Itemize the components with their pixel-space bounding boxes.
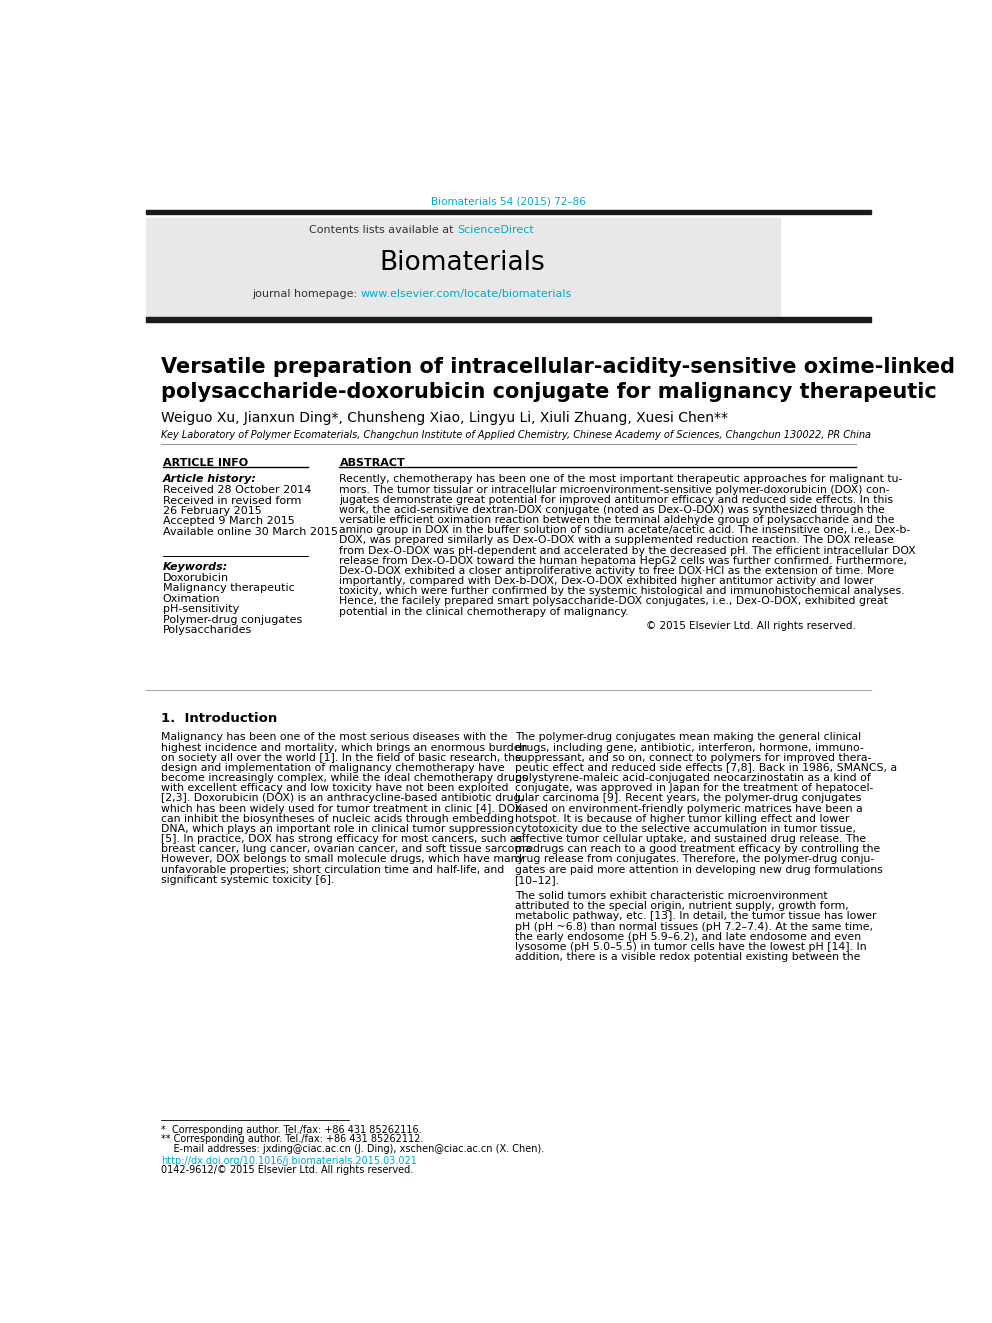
Bar <box>146 210 871 214</box>
Text: pH (pH ~6.8) than normal tissues (pH 7.2–7.4). At the same time,: pH (pH ~6.8) than normal tissues (pH 7.2… <box>515 922 873 931</box>
Text: © 2015 Elsevier Ltd. All rights reserved.: © 2015 Elsevier Ltd. All rights reserved… <box>646 622 855 631</box>
Text: amino group in DOX in the buffer solution of sodium acetate/acetic acid. The ins: amino group in DOX in the buffer solutio… <box>339 525 911 536</box>
Text: Malignancy has been one of the most serious diseases with the: Malignancy has been one of the most seri… <box>161 733 508 742</box>
Text: Key Laboratory of Polymer Ecomaterials, Changchun Institute of Applied Chemistry: Key Laboratory of Polymer Ecomaterials, … <box>161 430 871 439</box>
Text: Accepted 9 March 2015: Accepted 9 March 2015 <box>163 516 295 527</box>
Text: based on environment-friendly polymeric matrices have been a: based on environment-friendly polymeric … <box>515 803 862 814</box>
Text: from Dex-O-DOX was pH-dependent and accelerated by the decreased pH. The efficie: from Dex-O-DOX was pH-dependent and acce… <box>339 545 917 556</box>
Text: [5]. In practice, DOX has strong efficacy for most cancers, such as: [5]. In practice, DOX has strong efficac… <box>161 833 523 844</box>
Text: 26 February 2015: 26 February 2015 <box>163 505 262 516</box>
Text: importantly, compared with Dex-b-DOX, Dex-O-DOX exhibited higher antitumor activ: importantly, compared with Dex-b-DOX, De… <box>339 576 874 586</box>
Text: E-mail addresses: jxding@ciac.ac.cn (J. Ding), xschen@ciac.ac.cn (X. Chen).: E-mail addresses: jxding@ciac.ac.cn (J. … <box>161 1143 545 1154</box>
Text: Malignancy therapeutic: Malignancy therapeutic <box>163 583 295 594</box>
Text: *  Corresponding author. Tel./fax: +86 431 85262116.: * Corresponding author. Tel./fax: +86 43… <box>161 1125 422 1135</box>
Text: metabolic pathway, etc. [13]. In detail, the tumor tissue has lower: metabolic pathway, etc. [13]. In detail,… <box>515 912 876 921</box>
Text: pH-sensitivity: pH-sensitivity <box>163 605 239 614</box>
Text: Article history:: Article history: <box>163 475 257 484</box>
Text: with excellent efficacy and low toxicity have not been exploited: with excellent efficacy and low toxicity… <box>161 783 509 794</box>
Text: ScienceDirect: ScienceDirect <box>457 225 534 234</box>
Text: drug release from conjugates. Therefore, the polymer-drug conju-: drug release from conjugates. Therefore,… <box>515 855 874 864</box>
Text: Biomaterials 54 (2015) 72–86: Biomaterials 54 (2015) 72–86 <box>431 196 586 206</box>
Text: potential in the clinical chemotherapy of malignancy.: potential in the clinical chemotherapy o… <box>339 606 629 617</box>
Text: ARTICLE INFO: ARTICLE INFO <box>163 458 248 467</box>
Text: hotspot. It is because of higher tumor killing effect and lower: hotspot. It is because of higher tumor k… <box>515 814 849 824</box>
Text: release from Dex-O-DOX toward the human hepatoma HepG2 cells was further confirm: release from Dex-O-DOX toward the human … <box>339 556 908 566</box>
Text: mors. The tumor tissular or intracellular microenvironment-sensitive polymer-dox: mors. The tumor tissular or intracellula… <box>339 484 890 495</box>
Text: the early endosome (pH 5.9–6.2), and late endosome and even: the early endosome (pH 5.9–6.2), and lat… <box>515 931 861 942</box>
Text: suppressant, and so on, connect to polymers for improved thera-: suppressant, and so on, connect to polym… <box>515 753 871 763</box>
Text: Doxorubicin: Doxorubicin <box>163 573 229 583</box>
Text: However, DOX belongs to small molecule drugs, which have many: However, DOX belongs to small molecule d… <box>161 855 524 864</box>
Text: lysosome (pH 5.0–5.5) in tumor cells have the lowest pH [14]. In: lysosome (pH 5.0–5.5) in tumor cells hav… <box>515 942 866 951</box>
Text: attributed to the special origin, nutrient supply, growth form,: attributed to the special origin, nutrie… <box>515 901 848 912</box>
Bar <box>146 218 780 319</box>
Text: conjugate, was approved in Japan for the treatment of hepatocel-: conjugate, was approved in Japan for the… <box>515 783 873 794</box>
Text: prodrugs can reach to a good treatment efficacy by controlling the: prodrugs can reach to a good treatment e… <box>515 844 880 855</box>
Text: Polysaccharides: Polysaccharides <box>163 624 252 635</box>
Text: work, the acid-sensitive dextran-DOX conjugate (noted as Dex-O-DOX) was synthesi: work, the acid-sensitive dextran-DOX con… <box>339 505 885 515</box>
Text: Contents lists available at: Contents lists available at <box>310 225 457 234</box>
Text: gates are paid more attention in developing new drug formulations: gates are paid more attention in develop… <box>515 864 882 875</box>
Text: Received in revised form: Received in revised form <box>163 496 302 505</box>
Text: effective tumor cellular uptake, and sustained drug release. The: effective tumor cellular uptake, and sus… <box>515 833 866 844</box>
Bar <box>146 316 871 321</box>
Text: design and implementation of malignancy chemotherapy have: design and implementation of malignancy … <box>161 763 505 773</box>
Text: [2,3]. Doxorubicin (DOX) is an anthracycline-based antibiotic drug,: [2,3]. Doxorubicin (DOX) is an anthracyc… <box>161 794 524 803</box>
Text: significant systemic toxicity [6].: significant systemic toxicity [6]. <box>161 875 334 885</box>
Text: Keywords:: Keywords: <box>163 562 228 573</box>
Text: drugs, including gene, antibiotic, interferon, hormone, immuno-: drugs, including gene, antibiotic, inter… <box>515 742 863 753</box>
Text: polystyrene-maleic acid-conjugated neocarzinostatin as a kind of: polystyrene-maleic acid-conjugated neoca… <box>515 773 870 783</box>
Text: Versatile preparation of intracellular-acidity-sensitive oxime-linked
polysaccha: Versatile preparation of intracellular-a… <box>161 357 955 402</box>
Text: jugates demonstrate great potential for improved antitumor efficacy and reduced : jugates demonstrate great potential for … <box>339 495 894 505</box>
Text: [10–12].: [10–12]. <box>515 875 559 885</box>
Text: versatile efficient oximation reaction between the terminal aldehyde group of po: versatile efficient oximation reaction b… <box>339 515 895 525</box>
Text: become increasingly complex, while the ideal chemotherapy drugs: become increasingly complex, while the i… <box>161 773 528 783</box>
Text: ** Corresponding author. Tel./fax: +86 431 85262112.: ** Corresponding author. Tel./fax: +86 4… <box>161 1134 424 1144</box>
Text: Oximation: Oximation <box>163 594 220 603</box>
Text: DOX, was prepared similarly as Dex-O-DOX with a supplemented reduction reaction.: DOX, was prepared similarly as Dex-O-DOX… <box>339 536 894 545</box>
Text: addition, there is a visible redox potential existing between the: addition, there is a visible redox poten… <box>515 953 860 962</box>
Text: The solid tumors exhibit characteristic microenvironment: The solid tumors exhibit characteristic … <box>515 890 827 901</box>
Text: unfavorable properties; short circulation time and half-life, and: unfavorable properties; short circulatio… <box>161 864 505 875</box>
Text: toxicity, which were further confirmed by the systemic histological and immunohi: toxicity, which were further confirmed b… <box>339 586 905 597</box>
Text: Biomaterials: Biomaterials <box>380 250 546 275</box>
Text: ABSTRACT: ABSTRACT <box>339 458 405 467</box>
Text: journal homepage:: journal homepage: <box>252 288 360 299</box>
Text: breast cancer, lung cancer, ovarian cancer, and soft tissue sarcoma.: breast cancer, lung cancer, ovarian canc… <box>161 844 536 855</box>
Text: http://dx.doi.org/10.1016/j.biomaterials.2015.03.021: http://dx.doi.org/10.1016/j.biomaterials… <box>161 1156 417 1166</box>
Text: cytotoxicity due to the selective accumulation in tumor tissue,: cytotoxicity due to the selective accumu… <box>515 824 855 833</box>
Text: The polymer-drug conjugates mean making the general clinical: The polymer-drug conjugates mean making … <box>515 733 861 742</box>
Text: highest incidence and mortality, which brings an enormous burden: highest incidence and mortality, which b… <box>161 742 528 753</box>
Text: on society all over the world [1]. In the field of basic research, the: on society all over the world [1]. In th… <box>161 753 522 763</box>
Text: lular carcinoma [9]. Recent years, the polymer-drug conjugates: lular carcinoma [9]. Recent years, the p… <box>515 794 861 803</box>
Text: Hence, the facilely prepared smart polysaccharide-DOX conjugates, i.e., Dex-O-DO: Hence, the facilely prepared smart polys… <box>339 597 888 606</box>
Text: Polymer-drug conjugates: Polymer-drug conjugates <box>163 615 302 624</box>
Text: Recently, chemotherapy has been one of the most important therapeutic approaches: Recently, chemotherapy has been one of t… <box>339 475 903 484</box>
Text: Available online 30 March 2015: Available online 30 March 2015 <box>163 527 337 537</box>
Text: which has been widely used for tumor treatment in clinic [4]. DOX: which has been widely used for tumor tre… <box>161 803 522 814</box>
Text: peutic effect and reduced side effects [7,8]. Back in 1986, SMANCS, a: peutic effect and reduced side effects [… <box>515 763 897 773</box>
Text: www.elsevier.com/locate/biomaterials: www.elsevier.com/locate/biomaterials <box>360 288 571 299</box>
Text: Dex-O-DOX exhibited a closer antiproliferative activity to free DOX·HCl as the e: Dex-O-DOX exhibited a closer antiprolife… <box>339 566 895 576</box>
Text: Weiguo Xu, Jianxun Ding*, Chunsheng Xiao, Lingyu Li, Xiuli Zhuang, Xuesi Chen**: Weiguo Xu, Jianxun Ding*, Chunsheng Xiao… <box>161 411 728 425</box>
Text: Received 28 October 2014: Received 28 October 2014 <box>163 486 311 495</box>
Text: 0142-9612/© 2015 Elsevier Ltd. All rights reserved.: 0142-9612/© 2015 Elsevier Ltd. All right… <box>161 1166 414 1175</box>
Text: can inhibit the biosyntheses of nucleic acids through embedding: can inhibit the biosyntheses of nucleic … <box>161 814 514 824</box>
Text: DNA, which plays an important role in clinical tumor suppression: DNA, which plays an important role in cl… <box>161 824 515 833</box>
Text: 1.  Introduction: 1. Introduction <box>161 712 278 725</box>
